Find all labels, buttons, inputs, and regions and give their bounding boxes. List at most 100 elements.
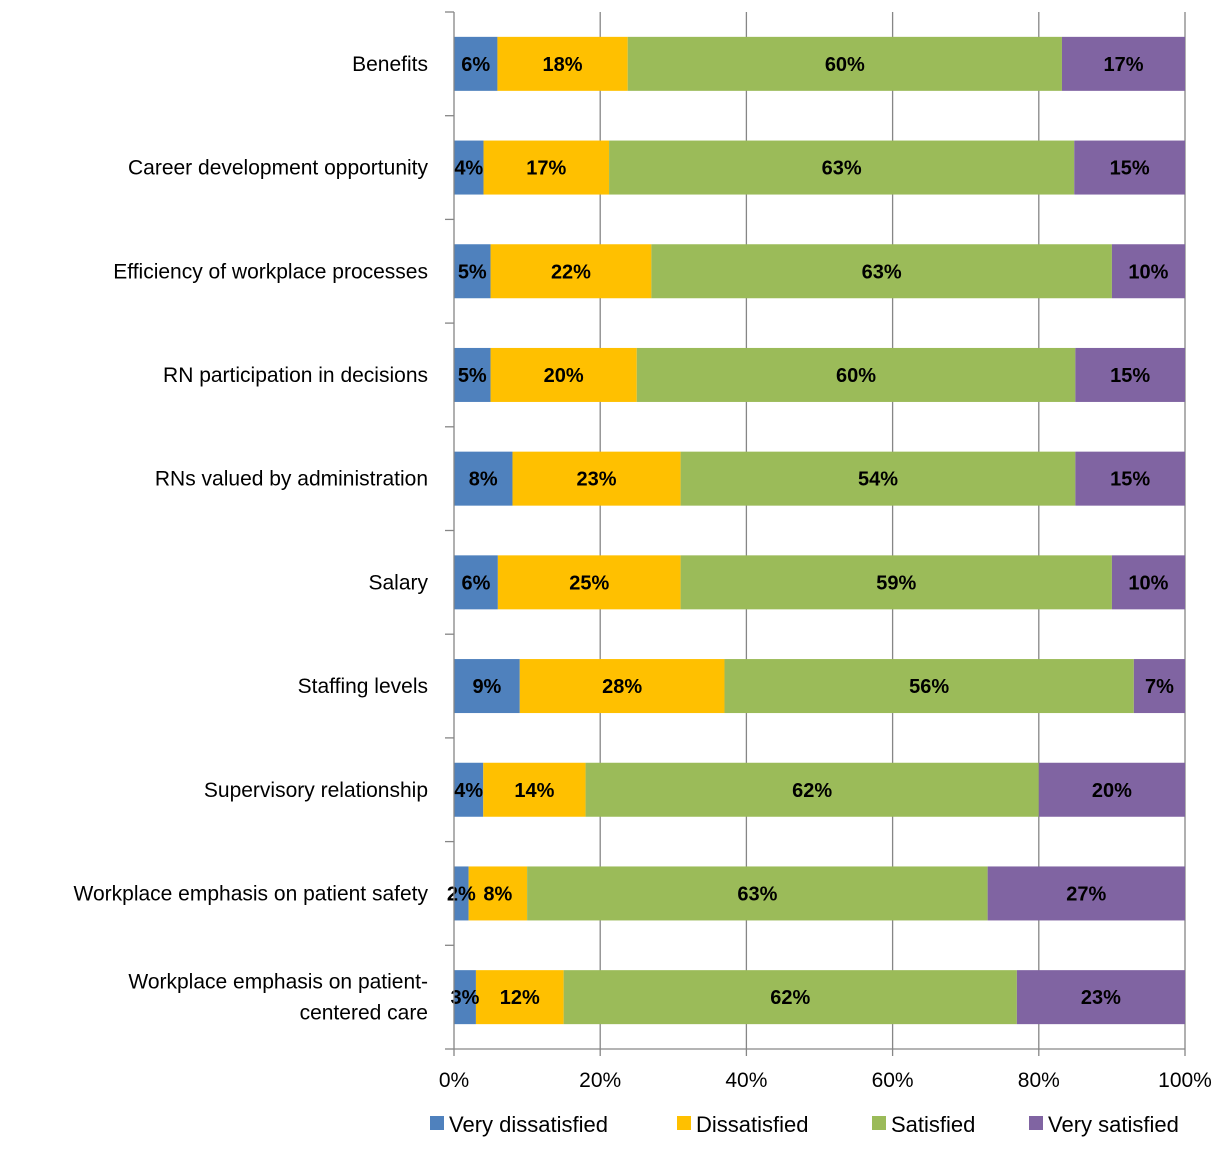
bar-segment xyxy=(454,555,498,610)
bar-segment xyxy=(1038,762,1185,817)
data-label: 8% xyxy=(469,469,498,491)
legend-label: Very dissatisfied xyxy=(449,1112,608,1137)
bar-segment xyxy=(585,762,1039,817)
bar-segment xyxy=(454,347,491,402)
data-label: 8% xyxy=(483,883,512,905)
data-label: 6% xyxy=(461,572,490,594)
data-label: 54% xyxy=(858,469,898,491)
category-label: Workplace emphasis on patient- xyxy=(128,971,428,994)
legend: Very dissatisfied Dissatisfied Satisfied Ve… xyxy=(430,1112,1179,1137)
bar-segment xyxy=(468,866,528,921)
data-label: 7% xyxy=(1145,676,1174,698)
bar-segment xyxy=(527,866,988,921)
category-label: Workplace emphasis on patient safety xyxy=(74,882,429,905)
data-label: 12% xyxy=(500,987,540,1009)
category-label: RN participation in decisions xyxy=(163,364,428,387)
x-tick-label: 100% xyxy=(1158,1069,1212,1092)
data-labels: 6% 18% 60% 17% 4% 17% 63% 15% 5% 22% 63% 10% 5% 20% 60… xyxy=(447,54,1174,1009)
data-label: 17% xyxy=(1103,54,1143,76)
bar-segment xyxy=(483,762,586,817)
x-tick-label: 80% xyxy=(1018,1069,1060,1092)
data-label: 63% xyxy=(822,158,862,180)
data-label: 63% xyxy=(862,261,902,283)
data-label: 27% xyxy=(1066,883,1106,905)
bar-segment xyxy=(1111,244,1185,299)
bar-segment xyxy=(1075,451,1185,506)
bar-segment xyxy=(680,555,1112,610)
data-label: 6% xyxy=(461,54,490,76)
data-label: 15% xyxy=(1110,469,1150,491)
bar-segment xyxy=(1016,970,1185,1025)
bar-segment xyxy=(680,451,1076,506)
bar-segment xyxy=(1061,36,1185,91)
bar-segment xyxy=(490,244,652,299)
bar-segment xyxy=(512,451,681,506)
data-label: 15% xyxy=(1110,365,1150,387)
data-label: 56% xyxy=(909,676,949,698)
data-label: 9% xyxy=(472,676,501,698)
data-label: 4% xyxy=(454,780,483,802)
bar-segment xyxy=(1075,347,1185,402)
bar-segment xyxy=(519,659,725,714)
bar-segment xyxy=(651,244,1112,299)
data-label: 63% xyxy=(737,883,777,905)
data-label: 22% xyxy=(551,261,591,283)
data-label: 3% xyxy=(451,987,480,1009)
data-label: 14% xyxy=(514,780,554,802)
bar-segment xyxy=(490,347,637,402)
bar-segment xyxy=(1111,555,1185,610)
bars xyxy=(454,36,1185,1025)
bar-segment xyxy=(609,140,1075,195)
bar-segment xyxy=(454,762,484,817)
data-label: 60% xyxy=(825,54,865,76)
bar-segment xyxy=(627,36,1062,91)
bar-segment xyxy=(987,866,1185,921)
data-label: 20% xyxy=(544,365,584,387)
category-label: centered care xyxy=(300,1002,428,1025)
data-label: 10% xyxy=(1128,261,1168,283)
x-tick-label: 60% xyxy=(872,1069,914,1092)
bar-segment xyxy=(1074,140,1185,195)
legend-swatch xyxy=(1029,1116,1043,1130)
data-label: 5% xyxy=(458,261,487,283)
category-label: Staffing levels xyxy=(298,675,428,698)
data-label: 23% xyxy=(577,469,617,491)
bar-segment xyxy=(454,451,513,506)
category-label: Salary xyxy=(368,571,428,594)
category-label: Supervisory relationship xyxy=(204,779,428,802)
bar-segment xyxy=(724,659,1134,714)
data-label: 25% xyxy=(569,572,609,594)
legend-swatch xyxy=(677,1116,691,1130)
data-label: 23% xyxy=(1081,987,1121,1009)
bar-segment xyxy=(563,970,1017,1025)
category-label: Benefits xyxy=(352,53,428,76)
bar-segment xyxy=(454,866,469,921)
x-tick-label: 0% xyxy=(439,1069,469,1092)
data-label: 5% xyxy=(458,365,487,387)
data-label: 59% xyxy=(876,572,916,594)
category-label: Efficiency of workplace processes xyxy=(113,260,428,283)
bar-segment xyxy=(475,970,564,1025)
bar-segment xyxy=(1133,659,1185,714)
x-tick-label: 20% xyxy=(579,1069,621,1092)
legend-label: Satisfied xyxy=(891,1112,975,1137)
data-label: 2% xyxy=(447,883,476,905)
bar-segment xyxy=(454,659,520,714)
bar-segment xyxy=(454,140,484,195)
legend-label: Dissatisfied xyxy=(696,1112,808,1137)
data-label: 15% xyxy=(1110,158,1150,180)
category-label: RNs valued by administration xyxy=(155,468,428,491)
data-label: 18% xyxy=(543,54,583,76)
data-label: 62% xyxy=(792,780,832,802)
data-label: 28% xyxy=(602,676,642,698)
data-label: 62% xyxy=(770,987,810,1009)
axes: 0% 20% 40% 60% 80% 100% Benefits Career develop… xyxy=(74,11,1212,1092)
data-label: 10% xyxy=(1128,572,1168,594)
bar-segment xyxy=(497,555,681,610)
data-label: 17% xyxy=(526,158,566,180)
legend-label: Very satisfied xyxy=(1048,1112,1179,1137)
bar-segment xyxy=(636,347,1076,402)
legend-swatch xyxy=(872,1116,886,1130)
